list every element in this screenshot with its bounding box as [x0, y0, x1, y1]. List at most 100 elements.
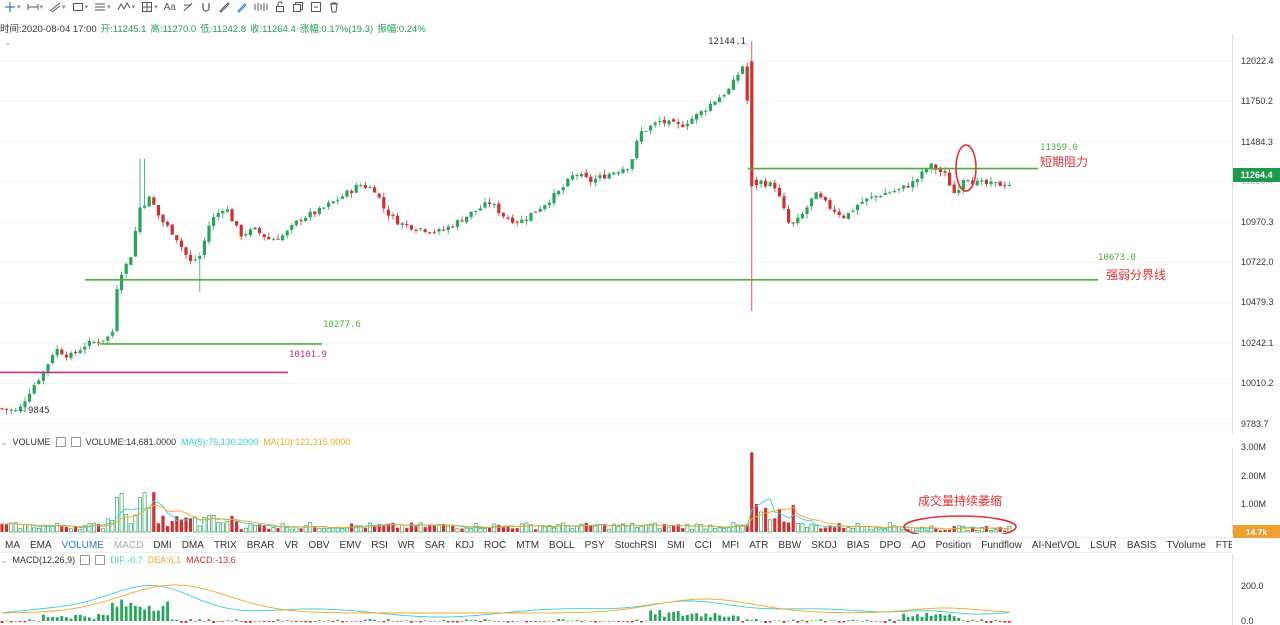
collapse-chevron-icon[interactable]: ⌄	[4, 37, 12, 47]
price-label: 9783.7	[1241, 419, 1269, 429]
candle-body	[368, 187, 372, 189]
macd-bar	[948, 614, 951, 621]
candle-body	[221, 210, 225, 214]
indicator-tab-macd[interactable]: MACD	[113, 539, 144, 551]
indicator-tab-boll[interactable]: BOLL	[549, 539, 575, 551]
indicator-tab-atr[interactable]: ATR	[749, 539, 769, 551]
volume-bar	[138, 497, 142, 533]
indicator-tab-obv[interactable]: OBV	[308, 539, 330, 551]
text-icon[interactable]: Aa	[164, 0, 176, 14]
indicator-tab-roc[interactable]: ROC	[484, 539, 507, 551]
fib-icon[interactable]: ▾	[94, 0, 111, 14]
indicator-tab-ai-netvol[interactable]: AI-NetVOL	[1031, 539, 1081, 551]
indicator-tab-rsi[interactable]: RSI	[371, 539, 388, 551]
candle-body	[235, 221, 239, 226]
indicator-tab-tvolume[interactable]: TVolume	[1166, 539, 1206, 551]
indicator-tab-dpo[interactable]: DPO	[879, 539, 902, 551]
indicator-tab-skdj[interactable]: SKDJ	[811, 539, 837, 551]
macd-chevron-icon[interactable]: ⌄	[0, 554, 8, 565]
volume-bar	[32, 527, 37, 533]
macd-bar	[5, 620, 8, 622]
candle-body	[754, 179, 758, 186]
text-tool-label: Aa	[163, 1, 176, 13]
indicator-tab-psy[interactable]: PSY	[584, 539, 605, 551]
level-value-high: 12144.1	[708, 37, 746, 47]
indicator-tab-dma[interactable]: DMA	[181, 539, 204, 551]
settings-icon[interactable]	[80, 555, 91, 565]
indicator-tab-trix[interactable]: TRIX	[213, 539, 237, 551]
volume-bar	[787, 522, 791, 532]
macd-bar	[658, 610, 662, 621]
macd-bar	[534, 621, 537, 622]
wave-icon[interactable]: ▾	[117, 0, 135, 14]
candle-body	[791, 222, 795, 224]
indicator-tab-bbw[interactable]: BBW	[778, 539, 802, 551]
macd-bar	[575, 619, 579, 621]
indicator-tab-lsur[interactable]: LSUR	[1090, 539, 1117, 551]
indicator-tab-cci[interactable]: CCI	[694, 539, 712, 551]
macd-chart[interactable]	[0, 566, 1232, 625]
measure-icon[interactable]: ▾	[141, 0, 158, 14]
candle-body	[437, 228, 441, 232]
info-time: 时间:2020-08-04 17:00	[0, 24, 97, 35]
volume-chevron-icon[interactable]: ⌄	[0, 436, 8, 447]
indicator-tab-kdj[interactable]: KDJ	[455, 539, 475, 551]
settings-icon[interactable]	[55, 437, 66, 447]
volume-bar	[36, 527, 41, 533]
volume-bar	[524, 522, 529, 533]
indicator-tab-fundflow[interactable]: Fundflow	[981, 539, 1022, 551]
indicator-tab-volume[interactable]: VOLUME	[61, 539, 104, 551]
brush-icon[interactable]	[182, 0, 194, 14]
indicator-tab-basis[interactable]: BASIS	[1126, 539, 1157, 551]
macd-bar	[331, 621, 335, 623]
indicator-tab-brar[interactable]: BRAR	[246, 539, 275, 551]
candlestick-chart[interactable]	[0, 34, 1232, 434]
delete-icon[interactable]	[328, 0, 340, 14]
horizontal-line-icon[interactable]: ▾	[27, 0, 43, 14]
indicator-tab-wr[interactable]: WR	[397, 539, 415, 551]
volume-chart[interactable]	[0, 448, 1232, 534]
ruler-icon[interactable]	[218, 0, 230, 14]
indicator-tab-dmi[interactable]: DMI	[153, 539, 172, 551]
indicator-tab-ema[interactable]: EMA	[30, 539, 52, 551]
volume-bar	[280, 523, 285, 533]
indicator-tab-stochrsi[interactable]: StochRSI	[614, 539, 657, 551]
candle-body	[87, 340, 91, 346]
candle-body	[989, 181, 993, 185]
candle-body	[713, 101, 717, 105]
macd-bar	[78, 614, 82, 621]
copy-icon[interactable]	[292, 0, 304, 14]
candle-body	[704, 110, 708, 112]
candle-body	[230, 209, 234, 222]
close-icon[interactable]	[95, 555, 106, 565]
indicator-tab-ao[interactable]: AO	[911, 539, 926, 551]
indicator-tab-sar[interactable]: SAR	[424, 539, 446, 551]
lock-icon[interactable]	[274, 0, 286, 14]
pencil-icon[interactable]	[236, 0, 248, 14]
volume-bar	[713, 528, 717, 533]
candle-body	[915, 179, 919, 183]
macd-bar	[387, 619, 390, 621]
indicator-tab-smi[interactable]: SMI	[666, 539, 685, 551]
macd-bar	[193, 621, 197, 622]
crosshair-icon[interactable]: ▾	[4, 0, 21, 14]
indicator-tab-position[interactable]: Position	[935, 539, 972, 551]
indicator-tab-emv[interactable]: EMV	[339, 539, 362, 551]
indicator-tab-vr[interactable]: VR	[284, 539, 299, 551]
indicator-tab-mfi[interactable]: MFI	[721, 539, 740, 551]
volume-bar	[511, 528, 515, 532]
close-icon[interactable]	[70, 437, 81, 447]
volume-bar	[455, 528, 460, 533]
rectangle-icon[interactable]: ▾	[72, 0, 88, 14]
indicator-tab-bias[interactable]: BIAS	[846, 539, 870, 551]
magnet-icon[interactable]	[200, 0, 212, 14]
trend-line-icon[interactable]: ▾	[49, 0, 66, 14]
indicator-tab-ma[interactable]: MA	[5, 539, 20, 551]
indicator-tab-ftbs[interactable]: FTBS	[1215, 539, 1232, 551]
volume-bar	[446, 525, 451, 533]
indicator-tab-mtm[interactable]: MTM	[516, 539, 540, 551]
visibility-icon[interactable]	[310, 0, 322, 14]
macd-bar	[308, 621, 312, 623]
candle-body	[281, 235, 285, 241]
pattern-icon[interactable]	[254, 0, 268, 14]
